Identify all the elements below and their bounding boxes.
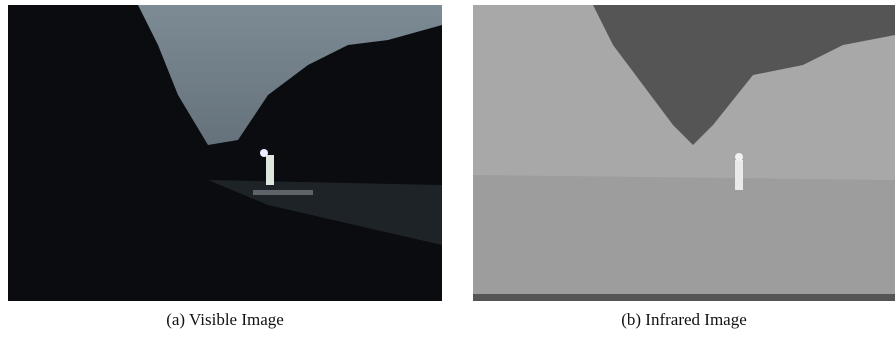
caption: (a) Visible Image: [8, 310, 442, 330]
figure: (a) Visible Image (b) Infrared Image (()…: [0, 0, 895, 339]
infrared-image: [473, 5, 895, 301]
caption: (b) Infrared Image: [473, 310, 895, 330]
visible-image: [8, 5, 442, 301]
